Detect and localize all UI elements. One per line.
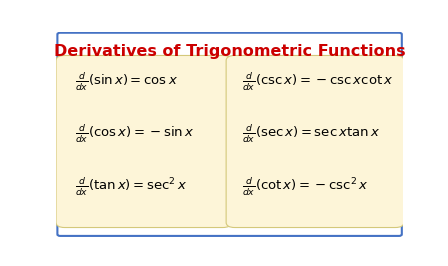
FancyBboxPatch shape — [56, 56, 231, 227]
Text: Derivatives of Trigonometric Functions: Derivatives of Trigonometric Functions — [54, 44, 405, 59]
FancyBboxPatch shape — [226, 56, 404, 227]
Text: $\frac{d}{dx}(\cot x) = -\csc^2 x$: $\frac{d}{dx}(\cot x) = -\csc^2 x$ — [242, 176, 368, 198]
Text: $\frac{d}{dx}(\sin x) = \cos x$: $\frac{d}{dx}(\sin x) = \cos x$ — [75, 71, 178, 93]
FancyBboxPatch shape — [57, 33, 402, 236]
Text: $\frac{d}{dx}(\cos x) = -\sin x$: $\frac{d}{dx}(\cos x) = -\sin x$ — [75, 123, 194, 146]
Text: $\frac{d}{dx}(\sec x) = \sec x \tan x$: $\frac{d}{dx}(\sec x) = \sec x \tan x$ — [242, 123, 380, 146]
Text: $\frac{d}{dx}(\tan x) = \sec^2 x$: $\frac{d}{dx}(\tan x) = \sec^2 x$ — [75, 176, 187, 198]
Text: $\frac{d}{dx}(\csc x) = -\csc x \cot x$: $\frac{d}{dx}(\csc x) = -\csc x \cot x$ — [242, 71, 393, 93]
